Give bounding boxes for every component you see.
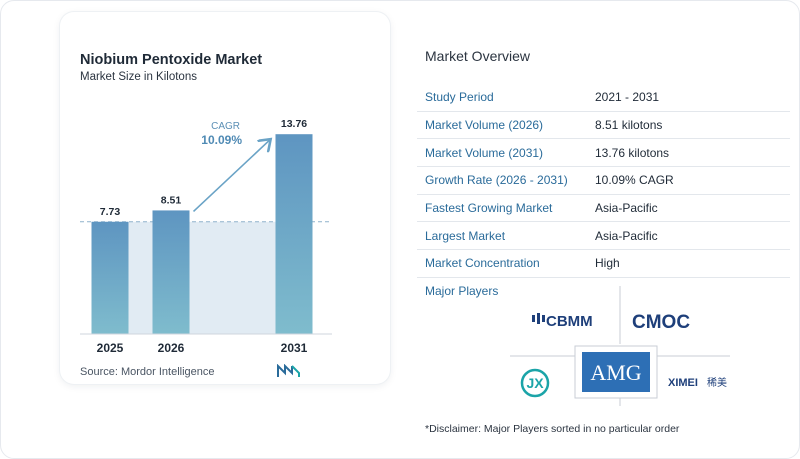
cmoc-logo-text: CMOC — [632, 312, 690, 333]
overview-key: Growth Rate (2026 - 2031) — [417, 166, 595, 195]
data-label: 13.76 — [281, 118, 307, 130]
x-tick-label: 2025 — [97, 341, 124, 355]
major-players-logos: CBMM CMOC JX AMG XIMEI 稀美 — [510, 286, 730, 406]
major-players-title: Major Players — [425, 284, 499, 298]
overview-value: 8.51 kilotons — [595, 111, 790, 140]
jx-logo-text: JX — [526, 375, 544, 391]
disclaimer-text: *Disclaimer: Major Players sorted in no … — [425, 423, 680, 435]
market-overview-title: Market Overview — [425, 48, 531, 64]
ximei-logo-cn: 稀美 — [707, 376, 727, 389]
overview-key: Market Volume (2031) — [417, 138, 595, 168]
overview-key: Market Concentration — [417, 249, 595, 278]
cbmm-logo-text: CBMM — [546, 313, 593, 330]
overview-row: Market Concentration High — [417, 249, 790, 278]
overview-row: Largest Market Asia-Pacific — [417, 221, 790, 251]
cagr-arrow — [192, 140, 270, 213]
overview-value: 13.76 kilotons — [595, 138, 790, 168]
overview-row: Study Period 2021 - 2031 — [417, 84, 790, 112]
bar-2026 — [152, 210, 190, 334]
chart-subtitle: Market Size in Kilotons — [80, 71, 197, 83]
bar-2031 — [275, 134, 313, 334]
overview-value: 2021 - 2031 — [595, 84, 790, 112]
overview-value: 10.09% CAGR — [595, 166, 790, 195]
overview-row: Market Volume (2026) 8.51 kilotons — [417, 111, 790, 140]
overview-row: Fastest Growing Market Asia-Pacific — [417, 194, 790, 223]
amg-logo-text: AMG — [590, 360, 641, 385]
chart-title: Niobium Pentoxide Market — [80, 52, 263, 68]
ximei-logo-icon: XIMEI 稀美 — [668, 376, 727, 389]
overview-row: Growth Rate (2026 - 2031) 10.09% CAGR — [417, 166, 790, 195]
ximei-logo-text: XIMEI — [668, 377, 698, 389]
overview-key: Fastest Growing Market — [417, 194, 595, 223]
baseline-area — [128, 221, 276, 334]
overview-row: Market Volume (2031) 13.76 kilotons — [417, 138, 790, 168]
cagr-label: CAGR — [211, 121, 240, 132]
mordor-logo-icon — [277, 364, 300, 377]
overview-key: Study Period — [417, 84, 595, 112]
overview-value: High — [595, 249, 790, 278]
overview-value: Asia-Pacific — [595, 194, 790, 223]
overview-key: Market Volume (2026) — [417, 111, 595, 140]
bar-2025 — [91, 221, 129, 334]
cagr-value: 10.09% — [201, 133, 242, 147]
data-label: 7.73 — [100, 206, 121, 218]
data-label: 8.51 — [161, 194, 182, 206]
market-overview-table: Study Period 2021 - 2031 Market Volume (20… — [417, 84, 790, 278]
overview-value: Asia-Pacific — [595, 221, 790, 251]
jx-logo-icon: JX — [520, 368, 550, 398]
cbmm-logo-icon: CBMM — [532, 313, 593, 330]
overview-key: Largest Market — [417, 221, 595, 251]
x-tick-label: 2031 — [281, 341, 308, 355]
amg-logo-icon: AMG — [574, 345, 658, 399]
x-tick-label: 2026 — [158, 341, 185, 355]
source-text: Source: Mordor Intelligence — [80, 366, 215, 378]
